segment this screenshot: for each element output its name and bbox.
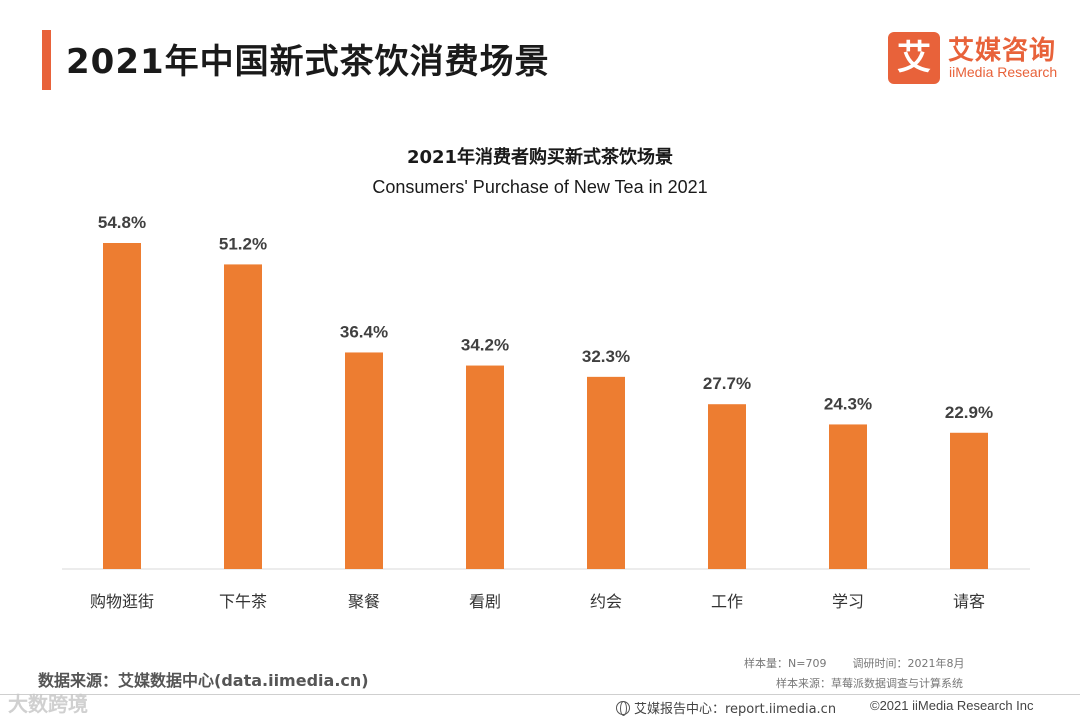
sample-size: 样本量：N=709 — [744, 657, 827, 670]
watermark: 大数跨境 — [8, 692, 88, 716]
value-label-6: 27.7% — [703, 374, 751, 393]
value-label-8: 22.9% — [945, 403, 993, 422]
category-label-3: 聚餐 — [348, 592, 380, 611]
brand-logo-icon: 艾 — [888, 32, 940, 84]
category-label-8: 请客 — [953, 592, 985, 611]
value-label-2: 51.2% — [219, 234, 267, 253]
survey-time: 调研时间：2021年8月 — [852, 657, 965, 670]
category-label-2: 下午茶 — [219, 592, 267, 611]
report-center-text: 艾媒报告中心：report.iimedia.cn — [634, 702, 837, 717]
bar-6 — [708, 404, 746, 569]
globe-icon — [616, 701, 630, 716]
brand-logo: 艾 艾媒咨询 iiMedia Research — [888, 30, 1068, 86]
bar-8 — [950, 432, 988, 569]
value-label-1: 54.8% — [98, 213, 146, 232]
chart-title: 2021年消费者购买新式茶饮场景 — [406, 147, 674, 168]
bar-4 — [466, 365, 504, 569]
value-label-3: 36.4% — [340, 322, 388, 341]
sample-info: 样本量：N=709 调研时间：2021年8月 — [744, 655, 964, 671]
bar-2 — [224, 264, 262, 569]
value-label-7: 24.3% — [824, 394, 872, 413]
bar-5 — [587, 376, 625, 569]
brand-name-en: iiMedia Research — [949, 64, 1058, 80]
category-label-6: 工作 — [711, 592, 743, 611]
copyright: ©2021 iiMedia Research Inc — [870, 698, 1034, 713]
category-label-7: 学习 — [832, 592, 864, 611]
bar-1 — [103, 243, 141, 569]
bar-7 — [829, 424, 867, 569]
category-label-5: 约会 — [590, 592, 622, 611]
page-title: 2021年中国新式茶饮消费场景 — [66, 42, 550, 82]
sample-source: 样本来源：草莓派数据调查与计算系统 — [776, 677, 963, 690]
brand-name-cn: 艾媒咨询 — [948, 36, 1057, 66]
footer-divider — [0, 694, 1080, 695]
chart-subtitle: Consumers' Purchase of New Tea in 2021 — [372, 177, 708, 197]
value-label-5: 32.3% — [582, 347, 630, 366]
bar-3 — [345, 352, 383, 569]
category-label-4: 看剧 — [469, 592, 501, 611]
category-label-1: 购物逛街 — [90, 592, 154, 611]
title-accent-bar — [42, 30, 51, 90]
data-source: 数据来源：艾媒数据中心(data.iimedia.cn) — [38, 671, 369, 690]
report-center-link[interactable]: 艾媒报告中心：report.iimedia.cn — [616, 698, 836, 717]
value-label-4: 34.2% — [461, 336, 509, 355]
